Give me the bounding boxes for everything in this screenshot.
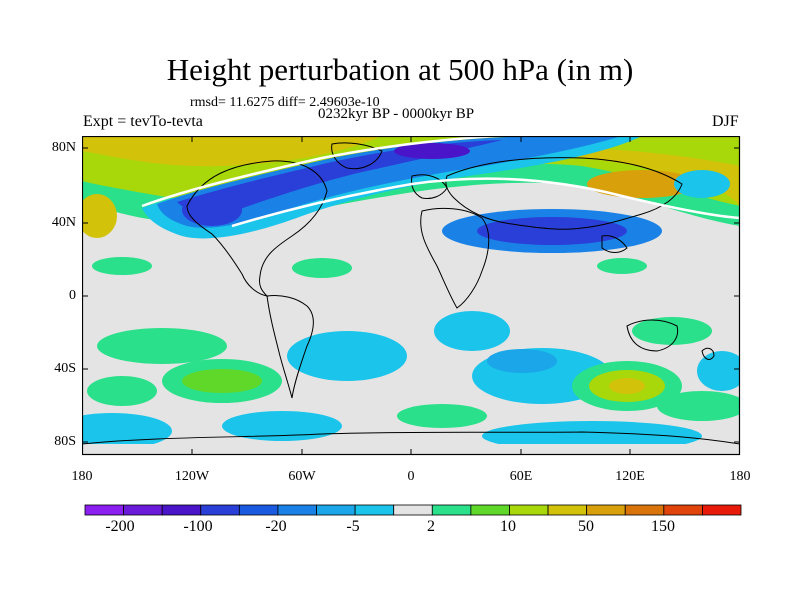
map-field	[82, 136, 740, 455]
colorbar-label-minus5: -5	[346, 518, 360, 535]
lat-label-80s: 80S	[54, 434, 76, 449]
colorbar-box	[354, 504, 395, 516]
stats-line: rmsd= 11.6275 diff= 2.49603e-10	[190, 95, 380, 110]
height-perturbation-map	[82, 136, 741, 456]
colorbar-box	[200, 504, 240, 516]
colorbar-box	[663, 504, 703, 516]
colorbar-label-50: 50	[578, 518, 594, 535]
map-title: Height perturbation at 500 hPa (in m)	[166, 52, 634, 87]
colorbar-box	[470, 504, 510, 516]
colorbar-label-10: 10	[500, 518, 516, 535]
lon-label-0: 0	[407, 469, 415, 484]
colorbar-label-minus200: -200	[105, 518, 135, 535]
lon-label-120w: 120W	[174, 469, 210, 484]
colorbar-box	[393, 504, 433, 516]
colorbar-box	[547, 504, 588, 516]
colorbar-label-minus20: -20	[265, 518, 287, 535]
lon-label-60w: 60W	[288, 469, 316, 484]
lon-label-180-left: 180	[71, 469, 93, 484]
lon-label-60e: 60E	[509, 469, 533, 484]
colorbar-box	[509, 504, 549, 516]
colorbar-box	[123, 504, 163, 516]
season-label: DJF	[712, 113, 739, 130]
zero-contours	[141, 136, 740, 228]
colorbar-box	[277, 504, 317, 516]
colorbar-label-2: 2	[427, 518, 435, 535]
colorbar-box	[84, 504, 124, 516]
lon-label-120e: 120E	[615, 469, 645, 484]
colorbar-box	[586, 504, 626, 516]
colorbar-box	[316, 504, 356, 516]
colorbar-box	[702, 504, 742, 516]
axis-ticks	[82, 136, 740, 455]
lat-label-0: 0	[69, 288, 76, 303]
experiment-label: Expt = tevTo-tevta	[83, 113, 203, 130]
lat-label-40s: 40S	[54, 361, 76, 376]
colorbar-box	[431, 504, 472, 516]
period-line: 0232kyr BP - 0000kyr BP	[318, 106, 475, 122]
colorbar-box	[161, 504, 202, 516]
lon-label-180-right: 180	[729, 469, 751, 484]
colorbar-label-150: 150	[651, 518, 675, 535]
colorbar-label-minus100: -100	[183, 518, 213, 535]
colorbar	[84, 504, 742, 516]
colorbar-box	[624, 504, 665, 516]
lat-label-40n: 40N	[51, 215, 76, 230]
coastlines	[82, 142, 740, 445]
colorbar-box	[238, 504, 279, 516]
lat-label-80n: 80N	[51, 140, 76, 155]
